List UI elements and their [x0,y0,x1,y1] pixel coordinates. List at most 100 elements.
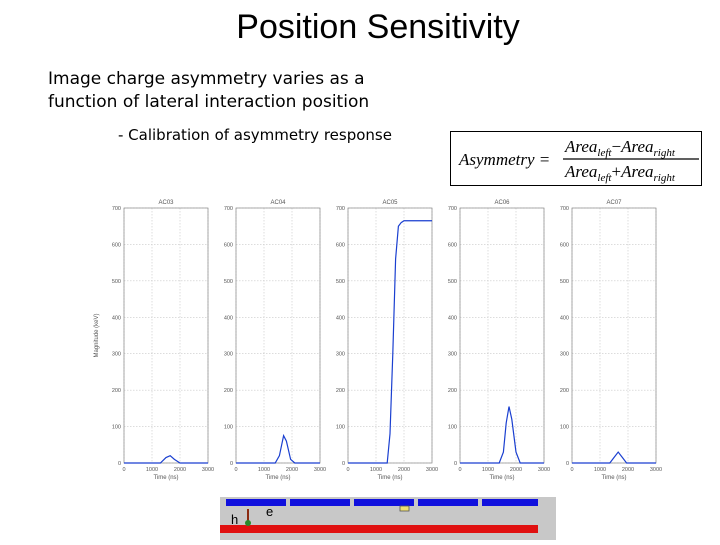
bullet-text: - Calibration of asymmetry response [118,126,392,144]
x-tick-label: 2000 [174,467,186,473]
y-tick-label: 300 [448,352,457,358]
e-label: e [266,504,273,519]
chart-panel-ac05: AC05 0 100 200 300 400 500 600 700 0 1000 2000 3000 T… [336,200,438,481]
y-tick-label: 400 [224,315,233,321]
y-tick-label: 0 [454,461,457,467]
y-tick-label: 100 [112,425,121,431]
x-tick-label: 0 [458,467,461,473]
chart-title: AC04 [270,200,286,206]
strip-electrode-5 [482,499,538,506]
y-tick-label: 400 [448,315,457,321]
y-tick-label: 600 [560,242,569,248]
h-label: h [231,512,238,527]
formula-graphic: Asymmetry = Arealeft−Arearight Arealeft+… [458,137,699,184]
y-tick-label: 200 [448,388,457,394]
y-tick-label: 0 [230,461,233,467]
strip-electrode-2 [290,499,350,506]
x-tick-label: 0 [346,467,349,473]
y-tick-label: 300 [336,352,345,358]
y-tick-label: 100 [560,425,569,431]
formula-den-b: Area [620,162,653,181]
y-tick-label: 300 [224,352,233,358]
y-tick-label: 400 [560,315,569,321]
x-tick-label: 0 [234,467,237,473]
formula-den-b-sub: right [654,172,676,184]
slide-subtitle: Image charge asymmetry varies as a funct… [48,68,468,114]
svg-text:Arealeft−Arearight: Arealeft−Arearight [564,137,676,159]
y-tick-label: 600 [336,242,345,248]
series-line-ac06 [460,406,544,464]
x-tick-label: 3000 [314,467,326,473]
slide-title: Position Sensitivity [236,8,520,46]
y-tick-label: 500 [448,279,457,285]
y-tick-label: 200 [112,388,121,394]
plot-frame [235,207,321,464]
series-line-ac07 [572,451,656,464]
y-tick-label: 0 [566,461,569,467]
y-tick-label: 0 [342,461,345,467]
x-tick-label: 1000 [482,467,494,473]
svg-text:Arealeft+Arearight: Arealeft+Arearight [564,162,676,184]
subtitle-line-2: function of lateral interaction position [48,92,370,112]
plot-frame [571,207,657,464]
y-tick-label: 400 [336,315,345,321]
x-tick-label: 2000 [510,467,522,473]
y-tick-label: 600 [448,242,457,248]
x-tick-label: 2000 [286,467,298,473]
chart-panel-ac07: AC07 0 100 200 300 400 500 600 700 0 1000 2000 3000 T… [560,200,662,481]
chart-panel-ac04: AC04 0 100 200 300 400 500 600 700 0 1000 2000 3000 T… [224,200,326,481]
formula-den-a: Area [564,162,597,181]
y-tick-label: 700 [112,206,121,212]
y-tick-label: 0 [118,461,121,467]
x-tick-label: 3000 [202,467,214,473]
plot-frame [459,207,545,464]
formula-den-op: + [611,162,621,181]
base-electrode [220,525,538,533]
asymmetry-formula: Asymmetry = Arealeft−Arearight Arealeft+… [450,131,702,186]
y-tick-label: 400 [112,315,121,321]
detector-graphic: h e [220,499,538,533]
y-tick-label: 100 [224,425,233,431]
y-tick-label: 100 [336,425,345,431]
y-tick-label: 100 [448,425,457,431]
x-tick-label: 2000 [398,467,410,473]
x-axis-label: Time (ns) [601,475,626,481]
strip-electrode-1 [226,499,286,506]
e-marker [399,505,410,512]
x-axis-label: Time (ns) [153,475,178,481]
formula-num-a-sub: left [597,147,612,159]
series-line-ac04 [236,433,320,464]
x-tick-label: 3000 [650,467,662,473]
chart-title: AC06 [494,200,510,206]
y-tick-label: 500 [336,279,345,285]
y-tick-label: 700 [448,206,457,212]
plot-frame [123,207,209,464]
chart-title: AC03 [158,200,174,206]
y-tick-label: 700 [560,206,569,212]
formula-num-a: Area [564,137,597,156]
chart-title: AC05 [382,200,398,206]
formula-lhs: Asymmetry = [458,150,550,169]
y-tick-label: 200 [336,388,345,394]
subtitle-line-1: Image charge asymmetry varies as a [48,69,365,89]
series-line-ac03 [124,455,208,464]
y-tick-label: 200 [224,388,233,394]
x-tick-label: 1000 [258,467,270,473]
x-axis-label: Time (ns) [489,475,514,481]
chart-panel-ac06: AC06 0 100 200 300 400 500 600 700 0 1000 2000 3000 T… [448,200,550,481]
y-tick-label: 500 [112,279,121,285]
series-line-ac05 [348,220,432,464]
y-tick-label: 500 [224,279,233,285]
y-tick-label: 300 [560,352,569,358]
y-tick-label: 600 [112,242,121,248]
x-tick-label: 3000 [538,467,550,473]
formula-num-b-sub: right [654,147,676,159]
y-axis-label: Magnitude (keV) [94,313,100,357]
y-tick-label: 300 [112,352,121,358]
chart-title: AC07 [606,200,622,206]
y-tick-label: 500 [560,279,569,285]
detector-diagram: h e [220,497,556,540]
x-tick-label: 0 [122,467,125,473]
x-tick-label: 2000 [622,467,634,473]
